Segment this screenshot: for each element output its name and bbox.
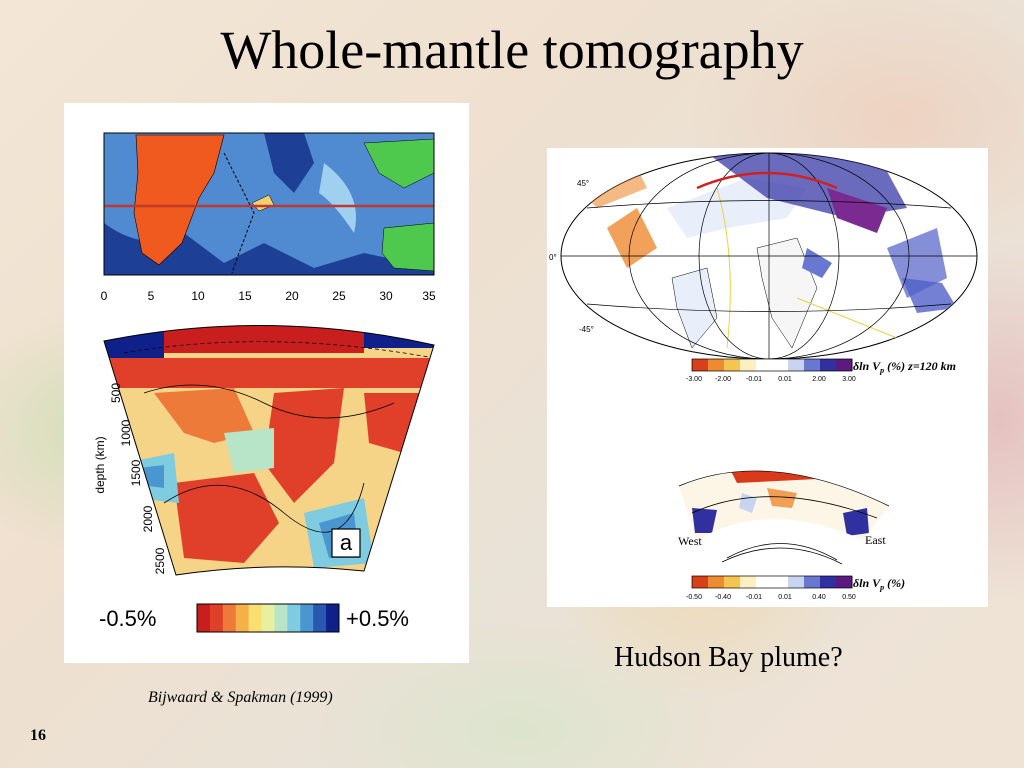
panel-letter: a xyxy=(340,530,353,555)
map-x-tick: 5 xyxy=(148,289,155,303)
scale-swatch xyxy=(788,576,805,588)
global-tomography-map: 45° 0° -45° xyxy=(549,152,978,360)
scale-swatch xyxy=(772,576,789,588)
section-scale-tick: -0.40 xyxy=(715,594,731,601)
map-x-axis: 0 5 10 15 20 25 30 35 xyxy=(101,289,436,303)
slide-title: Whole-mantle tomography xyxy=(220,20,804,80)
map-x-tick: 20 xyxy=(285,289,299,303)
scale-swatch xyxy=(740,576,757,588)
scale-swatch xyxy=(300,604,314,632)
section-scale-label: δln Vp (%) xyxy=(853,576,905,592)
map-x-tick: 15 xyxy=(238,289,252,303)
map-scale-tick: 0.01 xyxy=(778,376,792,383)
scale-swatch xyxy=(222,604,237,632)
scale-swatch xyxy=(209,604,224,632)
scale-min-label: -0.5% xyxy=(99,606,156,631)
scale-swatch xyxy=(708,576,725,588)
scale-swatch xyxy=(261,604,275,632)
map-x-tick: 10 xyxy=(191,289,205,303)
citation-caption: Bijwaard & Spakman (1999) xyxy=(148,689,333,706)
scale-swatch xyxy=(788,359,805,371)
depth-tick: 500 xyxy=(109,383,123,403)
depth-tick: 1000 xyxy=(119,419,133,446)
scale-swatch xyxy=(326,604,340,632)
map-color-scale xyxy=(692,359,853,371)
depth-tick: 2500 xyxy=(153,547,167,574)
section-scale-tick: -0.01 xyxy=(746,594,762,601)
map-scale-label: δln Vp (%) z=120 km xyxy=(853,359,956,375)
depth-tick: 2000 xyxy=(141,505,155,532)
mantle-cross-section: a xyxy=(103,324,435,576)
scale-swatch xyxy=(724,359,741,371)
scale-swatch xyxy=(692,359,709,371)
section-east-label: East xyxy=(865,533,886,547)
figure-caption: Hudson Bay plume? xyxy=(614,642,843,673)
section-scale-ticks: -0.50 -0.40 -0.01 0.01 0.40 0.50 xyxy=(686,594,856,601)
scale-swatch xyxy=(756,359,773,371)
scale-swatch xyxy=(287,604,301,632)
scale-swatch xyxy=(756,576,773,588)
map-x-tick: 30 xyxy=(379,289,393,303)
scale-swatch xyxy=(820,576,837,588)
scale-swatch xyxy=(820,359,837,371)
lat-label: -45° xyxy=(579,325,594,334)
scale-swatch xyxy=(772,359,789,371)
scale-swatch xyxy=(740,359,757,371)
map-x-tick: 35 xyxy=(422,289,436,303)
scale-swatch xyxy=(197,604,211,632)
map-scale-ticks: -3.00 -2.00 -0.01 0.01 2.00 3.00 xyxy=(686,376,856,383)
right-figure-graphic: 45° 0° -45° δln Vp (%) z=120 km -3.00 -2… xyxy=(549,152,978,601)
regional-tomography-map xyxy=(103,132,435,276)
section-scale-tick: 0.40 xyxy=(812,594,826,601)
right-figure: 45° 0° -45° δln Vp (%) z=120 km -3.00 -2… xyxy=(547,148,988,607)
map-scale-tick: 3.00 xyxy=(842,376,856,383)
section-scale-tick: 0.01 xyxy=(778,594,792,601)
scale-swatch xyxy=(836,576,853,588)
scale-swatch xyxy=(708,359,725,371)
scale-swatch xyxy=(248,604,263,632)
scale-swatch xyxy=(235,604,250,632)
hudson-bay-cross-section: West East xyxy=(678,470,890,565)
map-x-tick: 25 xyxy=(332,289,346,303)
scale-swatch xyxy=(804,359,821,371)
lat-label: 45° xyxy=(577,179,589,188)
map-x-tick: 0 xyxy=(101,289,108,303)
slide-number: 16 xyxy=(30,727,46,744)
depth-tick: 1500 xyxy=(129,459,143,486)
left-color-scale xyxy=(197,604,340,632)
section-color-scale xyxy=(692,576,853,588)
scale-swatch xyxy=(692,576,709,588)
lat-label: 0° xyxy=(549,253,557,262)
scale-swatch xyxy=(724,576,741,588)
scale-swatch xyxy=(836,359,853,371)
left-figure-graphic: 0 5 10 15 20 25 30 35 xyxy=(93,132,436,633)
scale-swatch xyxy=(313,604,327,632)
map-scale-tick: -0.01 xyxy=(746,376,762,383)
map-scale-tick: -3.00 xyxy=(686,376,702,383)
section-scale-tick: 0.50 xyxy=(842,594,856,601)
map-scale-tick: 2.00 xyxy=(812,376,826,383)
section-west-label: West xyxy=(678,534,702,548)
section-scale-tick: -0.50 xyxy=(686,594,702,601)
left-figure: 0 5 10 15 20 25 30 35 xyxy=(64,103,469,663)
scale-max-label: +0.5% xyxy=(346,606,409,631)
scale-swatch xyxy=(274,604,288,632)
depth-axis-label: depth (km) xyxy=(93,436,107,493)
map-scale-tick: -2.00 xyxy=(715,376,731,383)
depth-axis-ticks: 500 1000 1500 2000 2500 xyxy=(109,383,167,575)
scale-swatch xyxy=(804,576,821,588)
